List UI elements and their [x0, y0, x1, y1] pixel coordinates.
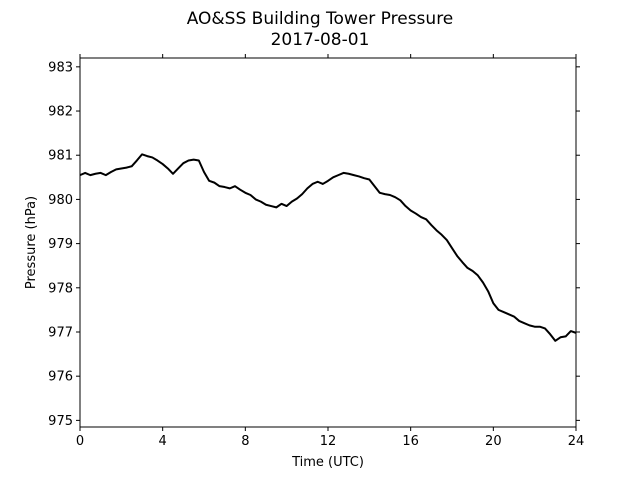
plot-area — [79, 153, 577, 342]
y-tick-label: 983 — [48, 60, 73, 75]
y-tick-label: 979 — [48, 237, 73, 252]
x-tick-label: 0 — [76, 434, 84, 449]
y-tick-label: 982 — [48, 105, 73, 120]
x-tick-label: 20 — [485, 434, 502, 449]
y-tick-label: 977 — [48, 325, 73, 340]
axis-ticks: 0 4 8 12 16 20 24 975 976 977 978 979 980 981 982 983 — [48, 54, 584, 449]
x-tick-label: 16 — [402, 434, 419, 449]
y-axis-label: Pressure (hPa) — [24, 196, 39, 289]
x-tick-label: 12 — [320, 434, 337, 449]
x-tick-label: 24 — [568, 434, 585, 449]
y-tick-label: 976 — [48, 370, 73, 385]
chart-title: AO&SS Building Tower Pressure — [187, 9, 454, 29]
x-tick-label: 4 — [159, 434, 167, 449]
chart-subtitle: 2017-08-01 — [271, 30, 370, 50]
y-tick-label: 981 — [48, 149, 73, 164]
y-tick-label: 980 — [48, 193, 73, 208]
y-tick-label: 978 — [48, 281, 73, 296]
x-axis-label: Time (UTC) — [291, 455, 364, 470]
pressure-series-line — [79, 153, 577, 342]
y-tick-label: 975 — [48, 414, 73, 429]
x-tick-label: 8 — [241, 434, 249, 449]
plot-frame — [79, 57, 577, 428]
